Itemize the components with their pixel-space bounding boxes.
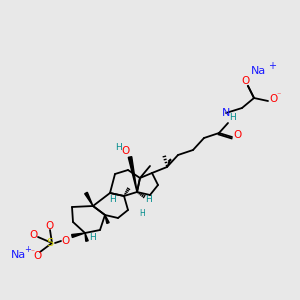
Text: ⁻: ⁻: [277, 91, 281, 100]
Text: H: H: [139, 208, 145, 217]
Text: Na: Na: [11, 250, 26, 260]
Text: O: O: [121, 146, 129, 156]
Text: H: H: [90, 232, 96, 242]
Text: H: H: [230, 112, 236, 122]
Polygon shape: [128, 157, 137, 192]
Text: O: O: [33, 251, 41, 261]
Text: +: +: [25, 245, 32, 254]
Polygon shape: [72, 233, 85, 238]
Text: O: O: [29, 230, 37, 240]
Text: H: H: [145, 196, 152, 205]
Polygon shape: [85, 233, 88, 241]
Text: O: O: [269, 94, 277, 104]
Text: O: O: [233, 130, 241, 140]
Text: ⁻: ⁻: [30, 248, 34, 256]
Text: +: +: [268, 61, 276, 71]
Text: H: H: [109, 196, 116, 205]
Text: H: H: [115, 143, 122, 152]
Polygon shape: [105, 215, 109, 224]
Text: O: O: [61, 236, 69, 246]
Text: Na: Na: [250, 66, 266, 76]
Text: N: N: [222, 108, 230, 118]
Text: S: S: [46, 238, 54, 248]
Text: O: O: [46, 221, 54, 231]
Polygon shape: [85, 192, 93, 206]
Text: O: O: [242, 76, 250, 86]
